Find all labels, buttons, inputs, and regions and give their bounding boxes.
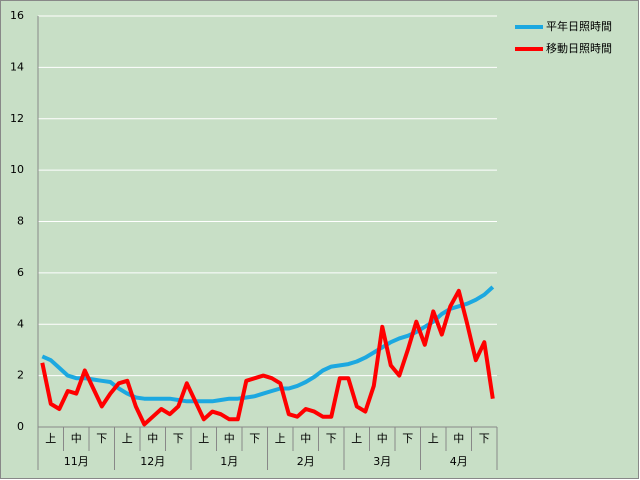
x-tick-label: 下 — [96, 432, 107, 445]
x-tick-label: 中 — [224, 432, 235, 445]
x-tick-label: 上 — [45, 432, 56, 445]
legend-label: 平年日照時間 — [546, 19, 612, 33]
x-tick-label: 上 — [275, 432, 286, 445]
x-tick-label: 下 — [402, 432, 413, 445]
x-tick-label: 中 — [147, 432, 158, 445]
x-tick-label: 中 — [71, 432, 82, 445]
group-label: 12月 — [140, 455, 165, 468]
series-line — [40, 288, 495, 427]
x-tick-label: 下 — [173, 432, 184, 445]
y-tick-label: 10 — [10, 163, 24, 176]
x-tick-label: 下 — [249, 432, 260, 445]
group-label: 1月 — [220, 455, 238, 468]
y-tick-label: 6 — [17, 266, 24, 279]
y-tick-label: 0 — [17, 420, 24, 433]
group-label: 11月 — [64, 455, 89, 468]
y-tick-label: 8 — [17, 215, 24, 228]
group-label: 3月 — [373, 455, 391, 468]
y-tick-label: 16 — [10, 9, 24, 22]
x-tick-label: 中 — [300, 432, 311, 445]
x-tick-label: 上 — [122, 432, 133, 445]
x-tick-label: 上 — [428, 432, 439, 445]
y-tick-label: 14 — [10, 60, 24, 73]
x-tick-label: 中 — [377, 432, 388, 445]
x-tick-label: 下 — [326, 432, 337, 445]
y-tick-label: 4 — [17, 317, 24, 330]
x-tick-label: 中 — [453, 432, 464, 445]
legend-label: 移動日照時間 — [546, 41, 612, 55]
x-tick-label: 下 — [479, 432, 490, 445]
x-tick-label: 上 — [351, 432, 362, 445]
y-tick-label: 12 — [10, 112, 24, 125]
group-label: 4月 — [450, 455, 468, 468]
group-label: 2月 — [297, 455, 315, 468]
y-tick-label: 2 — [17, 369, 24, 382]
x-tick-label: 上 — [198, 432, 209, 445]
